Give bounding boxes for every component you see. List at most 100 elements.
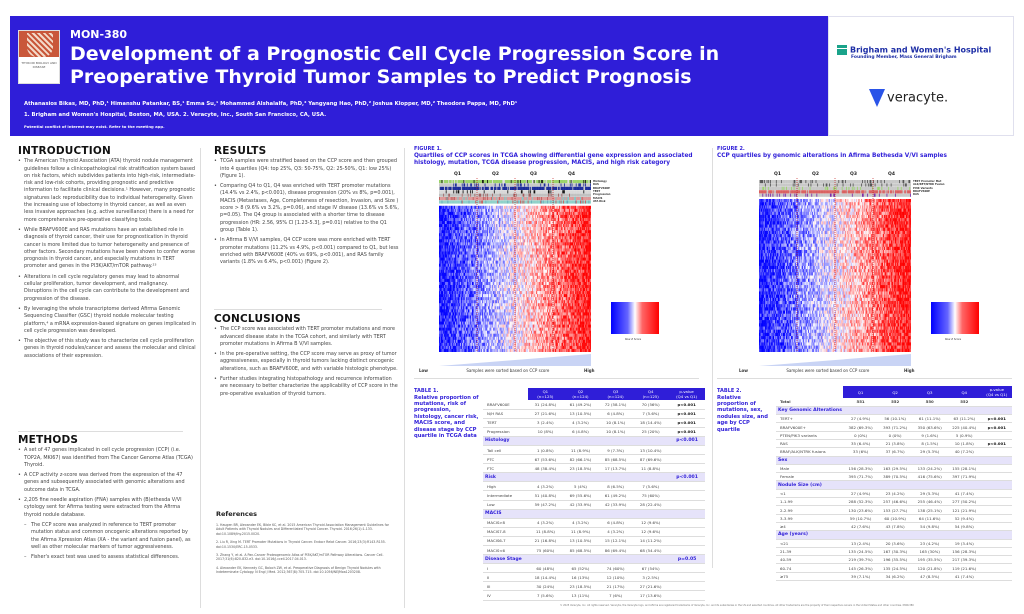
- ccp-score-gradient-wedge: [439, 354, 591, 366]
- p-value: [668, 481, 705, 492]
- conflict-of-interest: Potential conflict of interest may exist…: [24, 124, 165, 129]
- cell-value: 64 (11.6%): [912, 514, 947, 523]
- cell-value: 5 (4%): [562, 481, 599, 492]
- table-row: I 60 (48%) 65 (52%) 74 (60%) 67 (54%): [483, 563, 705, 574]
- table-row: TERT 3 (2.4%) 4 (3.2%) 10 (8.1%) 18 (14.4%) p…: [483, 418, 705, 428]
- cell-value: 5 (0.9%): [946, 431, 982, 441]
- cell-value: 42 (7.6%): [843, 522, 878, 532]
- cell-value: 7 (6%): [598, 590, 634, 601]
- cell-value: 225 (40.4%): [946, 422, 982, 432]
- cell-value: 37 (6.7%): [877, 447, 913, 457]
- row-label: PTC: [483, 454, 528, 465]
- bullet-item: The objective of this study was to chara…: [18, 338, 196, 360]
- cell-value: 350 (63.6%): [912, 422, 947, 432]
- row-label: 3-3.99: [776, 514, 844, 523]
- table-row: IV 7 (5.6%) 13 (11%) 7 (6%) 17 (13.6%): [483, 590, 705, 601]
- cell-value: 75 (60%): [527, 545, 563, 556]
- cell-value: 6 (4.8%): [598, 518, 634, 528]
- color-scale-legend: [611, 302, 659, 334]
- cell-value: 135 (24.5%): [843, 547, 878, 557]
- table-row: III 30 (24%) 23 (18.5%) 21 (17%) 27 (21.6%): [483, 581, 705, 592]
- row-label: MACIS6-7: [483, 536, 528, 547]
- quartile-label: Q4: [888, 172, 895, 177]
- row-label: I: [483, 563, 528, 574]
- p-value: [981, 472, 1012, 482]
- cell-value: 33 (6%): [843, 447, 878, 457]
- column-header: Q1: [843, 386, 878, 398]
- cell-value: 23 (18.5%): [562, 581, 599, 592]
- column-header: [776, 386, 843, 398]
- cell-value: 74 (60%): [598, 563, 634, 574]
- color-scale-label: Row Z Score: [625, 338, 642, 341]
- row-label: Low: [483, 500, 528, 510]
- bullet-item: Alterations in cell cycle regulatory gen…: [18, 274, 196, 303]
- bullet-item: Fisher's exact test was used to assess s…: [18, 554, 196, 562]
- section-label: Disease Stage: [483, 554, 669, 565]
- bullet-item: While BRAFV600E and RAS mutations have a…: [18, 227, 196, 271]
- cell-value: 121 (21.9%): [946, 505, 982, 515]
- cell-value: 30 (24%): [527, 581, 563, 592]
- table-row: FTC 48 (38.4%) 23 (18.5%) 17 (13.7%) 11 (8.8…: [483, 463, 705, 474]
- bullet-item: Further studies integrating histopatholo…: [214, 376, 400, 398]
- cell-value: 21 (17%): [598, 581, 634, 592]
- p-value: [981, 489, 1012, 499]
- quartile-label: Q2: [492, 172, 499, 177]
- low-label: Low: [419, 368, 428, 373]
- cell-value: 10 (8.1%): [598, 418, 634, 428]
- cell-value: 41 (7.4%): [946, 489, 982, 499]
- cell-value: 550: [912, 398, 947, 407]
- cell-value: 16 (13%): [562, 572, 599, 583]
- figure1-caption: FIGURE 1. Quartiles of CCP scores in TCG…: [414, 146, 693, 166]
- cell-value: 257 (46.6%): [877, 497, 913, 507]
- p-value: [981, 530, 1012, 540]
- cell-value: 40 (7.2%): [946, 447, 982, 457]
- p-value: [981, 572, 1012, 582]
- cell-value: 39 (7.1%): [843, 572, 878, 582]
- row-label: 2-2.99: [776, 505, 844, 515]
- table2-caption: TABLE 2. Relative proportion of mutation…: [717, 388, 768, 433]
- p-value: [981, 563, 1012, 573]
- row-label: III: [483, 581, 528, 592]
- table-row: Tall cell 1 (0.8%) 11 (8.9%) 9 (7.3%) 13 (10…: [483, 445, 705, 456]
- section-label: Age (years): [776, 530, 982, 540]
- reference-item: 3. Zhang Y, et al. A Pan-Cancer Proteoge…: [216, 553, 384, 562]
- cell-value: 13 (10.5%): [562, 409, 599, 419]
- sorted-caption: Samples were sorted based on CCP score: [466, 368, 550, 373]
- row-label: Progression: [483, 427, 528, 437]
- cell-value: 43 (7.8%): [877, 522, 913, 532]
- cell-value: 87 (69.6%): [633, 454, 669, 465]
- p-value: [981, 480, 1012, 490]
- cell-value: 75 (60%): [633, 490, 669, 501]
- row-label: 21-39: [776, 547, 844, 557]
- table-row: 21-39 135 (24.5%) 167 (30.3%) 165 (30%) 156 …: [776, 547, 1012, 557]
- table-row: Female 395 (71.7%) 389 (70.5%) 416 (75.6%) 3…: [776, 472, 1012, 482]
- column-header: Q3: [912, 386, 947, 398]
- cell-value: 56 (10.1%): [877, 414, 913, 424]
- cell-value: 163 (29.5%): [877, 464, 913, 474]
- reference-item: 4. Alexander EK, Kennedy GC, Baloch ZW, …: [216, 565, 381, 575]
- row-label: 40-59: [776, 555, 844, 565]
- p-value: [981, 522, 1012, 532]
- bullet-item: TCGA samples were stratified based on th…: [214, 158, 400, 180]
- cell-value: 288 (52.3%): [843, 497, 878, 507]
- table-row: 1-1.99 288 (52.3%) 257 (46.6%) 255 (46.4%) 2…: [776, 497, 1012, 507]
- cell-value: 13 (11%): [562, 590, 599, 601]
- cell-value: 382 (69.3%): [843, 422, 878, 432]
- cell-value: 31 (24.8%): [527, 400, 563, 410]
- p-value: [668, 454, 705, 465]
- cell-value: 7 (5.6%): [527, 590, 563, 601]
- bullet-item: The CCP score was analyzed in reference …: [18, 522, 196, 551]
- poster-code: MON-380: [70, 28, 128, 41]
- cell-value: 0 (0%): [877, 431, 913, 441]
- cell-value: 54 (9.8%): [912, 522, 947, 532]
- bullet-item: 2,205 fine needle aspiration (FNA) sampl…: [18, 497, 196, 519]
- divider: [18, 431, 183, 432]
- track-label: Histology: [593, 179, 607, 183]
- divider: [214, 309, 382, 310]
- table-row: 60-74 145 (26.3%) 135 (24.5%) 120 (21.8%) 11…: [776, 563, 1012, 573]
- cell-value: 29 (5.3%): [912, 489, 947, 499]
- table-row: PTC 67 (53.6%) 82 (66.1%) 85 (68.5%) 87 (69.…: [483, 454, 705, 465]
- table2: Q1 Q2 Q3 Q4 p-value (Q4 vs Q1) Total 551 552 550…: [776, 386, 1012, 582]
- row-label: 1-1.99: [776, 497, 844, 507]
- p-value: [668, 545, 705, 556]
